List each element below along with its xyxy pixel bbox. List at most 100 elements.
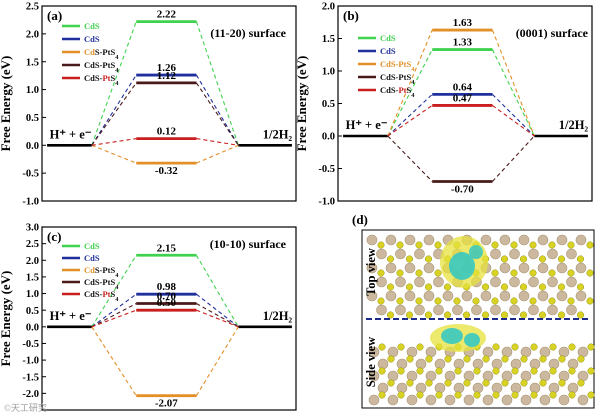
s-atom (416, 343, 424, 351)
cd-atom (556, 290, 568, 302)
connector-right-3 (195, 82, 239, 146)
s-atom (567, 269, 575, 277)
s-atom (424, 283, 433, 291)
s-atom (424, 255, 433, 263)
s-atom (435, 367, 443, 375)
s-atom (568, 391, 576, 399)
s-atom (587, 343, 595, 351)
cd-atom (366, 234, 378, 246)
s-atom (472, 297, 480, 305)
s-atom (397, 343, 405, 351)
legend-entry-part: Pt (102, 289, 110, 299)
s-atom (538, 283, 547, 291)
cd-atom (444, 370, 456, 382)
cd-atom (385, 290, 397, 302)
s-atom (377, 297, 385, 305)
cd-atom (501, 370, 513, 382)
cd-atom (404, 262, 416, 274)
energy-value-label: 2.15 (157, 242, 177, 254)
cd-atom (499, 234, 511, 246)
side-view-image (368, 324, 595, 406)
legend-entry-part: 4 (115, 272, 119, 279)
s-atom (491, 297, 499, 305)
energy-value-label: 1.33 (453, 37, 473, 49)
panel-c: -2.0 -1.5 -1.0 -0.5 0.0 0.5 1.0 1.5 2.0 2.5 3.0 Fre… (0, 223, 297, 411)
cd-atom (463, 394, 475, 406)
cd-atom (415, 382, 427, 394)
cd-atom (529, 382, 541, 394)
legend-entry: CdS-PtS4 (84, 277, 119, 291)
cd-atom (567, 358, 579, 370)
cd-atom (404, 234, 416, 246)
legend-entry: CdS (380, 33, 396, 43)
panel-b: -1.0 -0.5 0.0 0.5 1.0 1.5 2.0 Free Energy (eV) (… (294, 2, 593, 208)
cd-atom (433, 276, 444, 288)
y-tick-label: 2.0 (322, 2, 335, 13)
surface-label: (10-10) surface (210, 237, 287, 251)
connector-left-0 (387, 49, 433, 137)
cd-atom (415, 358, 427, 370)
s-atom (587, 391, 595, 399)
cd-atom (387, 394, 399, 406)
cd-atom (406, 346, 418, 358)
cd-atom (423, 290, 435, 302)
y-tick-label: 1.0 (26, 85, 39, 96)
s-atom (519, 255, 528, 263)
cd-atom (377, 382, 389, 394)
legend-entry-part: 4 (411, 92, 415, 99)
s-atom (444, 379, 452, 387)
s-atom (462, 311, 471, 319)
y-tick-label: -0.5 (22, 339, 39, 350)
connector-left-1 (387, 93, 433, 137)
axes-frame (41, 226, 297, 411)
cd-atom (528, 248, 539, 260)
y-tick-label: 1.0 (322, 67, 335, 78)
cd-atom (547, 248, 558, 260)
s-atom (463, 355, 471, 363)
cd-atom (423, 262, 435, 274)
top-view-image (366, 234, 594, 319)
connector-right-2 (491, 29, 535, 137)
legend-entry: CdS-PtS4 (380, 59, 415, 73)
s-atom (396, 241, 404, 249)
s-atom (416, 367, 424, 375)
connector-right-2 (195, 326, 239, 396)
cd-atom (387, 346, 399, 358)
legend-entry-part: CdS (84, 34, 100, 44)
cd-atom (518, 262, 530, 274)
cd-atom (376, 304, 387, 316)
legend-entry-part: S (406, 85, 411, 95)
s-atom (510, 241, 518, 249)
cd-atom (510, 358, 522, 370)
y-tick-label: 0.5 (26, 113, 39, 124)
s-atom (567, 297, 575, 305)
s-atom (481, 283, 490, 291)
s-atom (501, 379, 509, 387)
s-atom (454, 367, 462, 375)
cd-atom (452, 304, 463, 316)
connector-left-0 (91, 21, 137, 146)
s-atom (519, 283, 528, 291)
s-atom (568, 343, 576, 351)
cd-atom (385, 234, 397, 246)
energy-value-label: 0.64 (453, 81, 473, 93)
s-atom (549, 343, 557, 351)
s-atom (548, 269, 556, 277)
s-atom (492, 367, 500, 375)
cd-atom (368, 370, 380, 382)
y-tick-label: -0.5 (22, 169, 39, 180)
s-atom (415, 297, 423, 305)
s-atom (425, 379, 433, 387)
s-atom (520, 379, 528, 387)
y-tick-label: -1.0 (22, 197, 39, 208)
cd-atom (491, 358, 503, 370)
cd-atom (501, 346, 513, 358)
panel-label: (d) (352, 212, 368, 227)
panel-label: (a) (47, 8, 62, 23)
s-atom (387, 355, 395, 363)
energy-value-label: -0.32 (155, 165, 178, 177)
cd-atom (406, 370, 418, 382)
cd-atom (396, 382, 408, 394)
legend-entry-part: S (110, 289, 115, 299)
energy-value-label: 0.12 (157, 126, 177, 138)
